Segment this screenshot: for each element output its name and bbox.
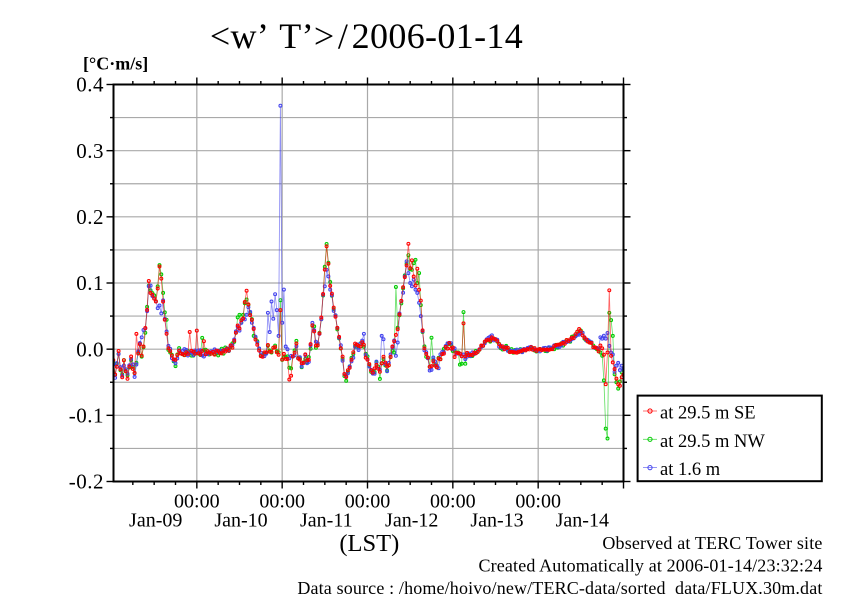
svg-text:Jan-14: Jan-14: [556, 510, 609, 532]
svg-text:Jan-13: Jan-13: [470, 510, 523, 532]
svg-text:0.4: 0.4: [76, 73, 104, 97]
svg-text:00:00: 00:00: [345, 491, 391, 513]
svg-text:at 1.6 m: at 1.6 m: [660, 460, 721, 480]
svg-text:Data source : /home/hoivo/new/: Data source : /home/hoivo/new/TERC-data/…: [297, 578, 822, 595]
svg-text:Observed at TERC Tower site: Observed at TERC Tower site: [602, 533, 822, 553]
svg-text:Jan-12: Jan-12: [385, 510, 438, 532]
svg-text:00:00: 00:00: [430, 491, 476, 513]
svg-text:(LST): (LST): [339, 530, 399, 557]
svg-text:0.1: 0.1: [76, 271, 104, 295]
svg-text:0.2: 0.2: [76, 205, 104, 229]
svg-text:Jan-09: Jan-09: [129, 510, 182, 532]
svg-text:Jan-11: Jan-11: [300, 510, 353, 532]
svg-text:00:00: 00:00: [174, 491, 220, 513]
svg-text:-0.1: -0.1: [69, 404, 104, 428]
svg-text:Created Automatically at 2006-: Created Automatically at 2006-01-14/23:3…: [478, 556, 822, 576]
svg-text:at 29.5 m SE: at 29.5 m SE: [660, 404, 756, 424]
svg-text:00:00: 00:00: [259, 491, 305, 513]
svg-text:[°C·m/s]: [°C·m/s]: [83, 54, 148, 74]
svg-text:0.0: 0.0: [76, 337, 104, 361]
svg-text:0.3: 0.3: [76, 139, 104, 163]
svg-text:<w’ T’> / 2006-01-14: <w’ T’> / 2006-01-14: [210, 16, 523, 56]
svg-text:at 29.5 m NW: at 29.5 m NW: [660, 432, 765, 452]
svg-text:-0.2: -0.2: [69, 470, 104, 494]
svg-text:00:00: 00:00: [515, 491, 561, 513]
svg-text:Jan-10: Jan-10: [214, 510, 267, 532]
